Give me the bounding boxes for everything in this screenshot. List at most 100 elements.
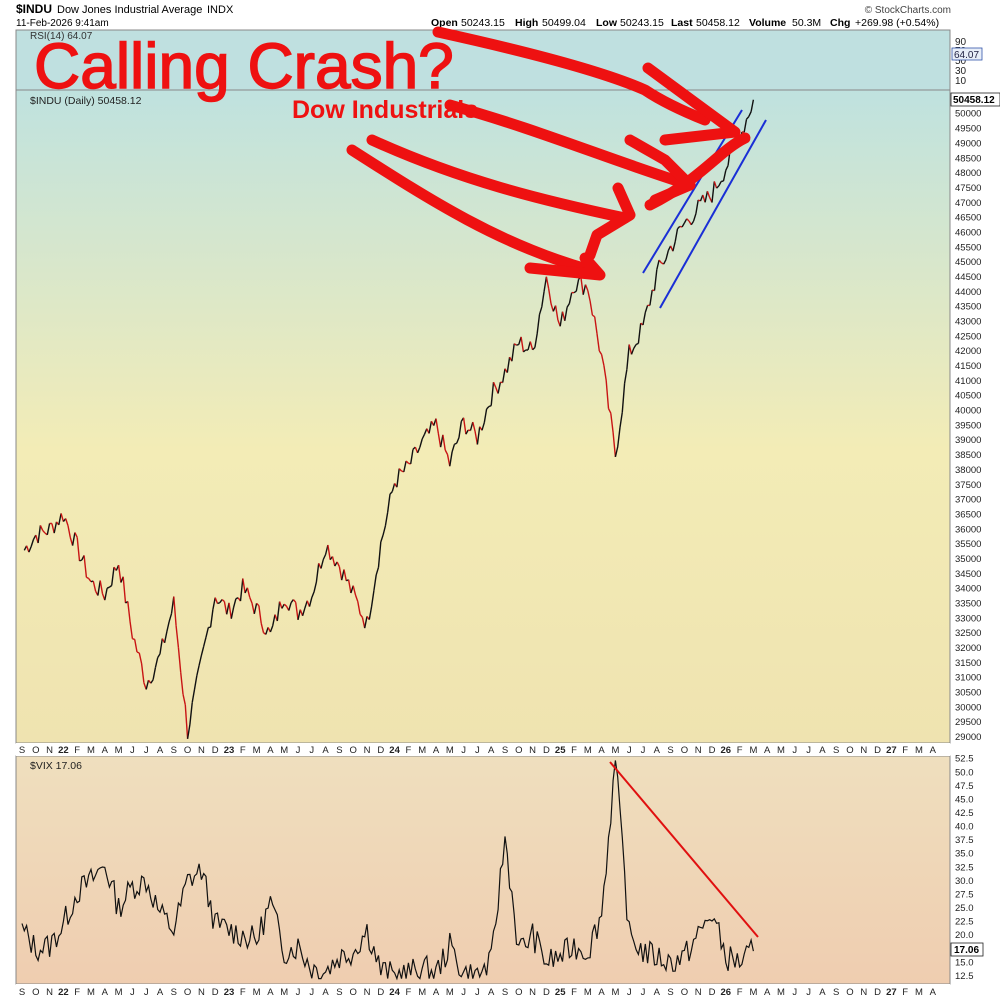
- price-segment: [354, 594, 359, 602]
- price-segment: [490, 382, 495, 406]
- x-tick: J: [641, 987, 646, 998]
- x-tick: M: [280, 745, 288, 756]
- x-tick: M: [749, 987, 757, 998]
- price-segment: [214, 597, 219, 604]
- x-tick: S: [336, 987, 342, 998]
- price-segment: [301, 607, 306, 617]
- x-tick: O: [184, 745, 191, 756]
- price-segment: [373, 574, 377, 591]
- vix-axis: 52.5 50.0 47.5 45.0 42.5 40.0 37.5 35.0 32.5 30.0…: [955, 754, 974, 982]
- rsi-axis: 90 70 50 30 10: [955, 37, 967, 87]
- price-segment: [58, 513, 62, 526]
- x-tick: 26: [721, 745, 732, 756]
- price-segment: [472, 421, 476, 432]
- price-segment: [189, 702, 193, 725]
- price-segment: [53, 521, 58, 534]
- price-tick: 37500: [955, 480, 981, 491]
- price-tick: 36000: [955, 524, 981, 535]
- price-segment: [232, 598, 237, 608]
- x-tick: N: [46, 745, 53, 756]
- price-segment: [398, 468, 403, 472]
- price-segment: [104, 588, 108, 601]
- x-tick: 25: [555, 987, 566, 998]
- price-segment: [209, 609, 214, 628]
- x-tick: A: [930, 987, 937, 998]
- price-tick: 46000: [955, 228, 981, 239]
- vix-tick: 15.0: [955, 957, 974, 968]
- price-segment: [327, 544, 331, 560]
- price-segment: [587, 290, 591, 302]
- price-segment: [598, 350, 603, 355]
- rsi-current-box: [951, 47, 983, 61]
- price-segment: [278, 601, 283, 609]
- x-tick: F: [74, 745, 80, 756]
- price-segment: [138, 652, 143, 664]
- price-segment: [653, 269, 658, 291]
- x-tick: S: [336, 745, 342, 756]
- x-tick: F: [902, 987, 908, 998]
- x-tick: M: [611, 987, 619, 998]
- price-segment: [338, 566, 343, 581]
- x-tick: O: [32, 987, 39, 998]
- vix-tick: 52.5: [955, 754, 974, 765]
- price-segment: [152, 667, 157, 680]
- price-tick: 33500: [955, 599, 981, 610]
- price-segment: [341, 569, 345, 581]
- price-segment: [37, 525, 42, 544]
- x-tick: O: [350, 745, 357, 756]
- price-segment: [410, 449, 414, 465]
- price-segment: [343, 569, 347, 581]
- price-tick: 30500: [955, 688, 981, 699]
- price-segment: [532, 347, 536, 351]
- x-tick: A: [654, 745, 661, 756]
- price-segment: [465, 429, 469, 435]
- price-tick: 44500: [955, 272, 981, 283]
- price-segment: [536, 314, 541, 334]
- price-tick: 35500: [955, 539, 981, 550]
- price-segment: [304, 600, 308, 609]
- price-segment: [442, 434, 446, 451]
- price-segment: [108, 584, 113, 588]
- price-segment: [725, 165, 729, 171]
- price-segment: [449, 451, 453, 467]
- x-tick: M: [253, 987, 261, 998]
- x-tick: S: [667, 745, 673, 756]
- price-segment: [520, 336, 525, 353]
- price-current-box: [950, 92, 1000, 107]
- price-segment: [506, 356, 511, 373]
- price-segment: [681, 222, 686, 228]
- vix-tick: 32.5: [955, 862, 974, 873]
- price-segment: [281, 603, 285, 609]
- price-segment: [706, 191, 711, 198]
- x-tick: S: [19, 987, 25, 998]
- x-tick: J: [144, 745, 149, 756]
- price-segment: [389, 491, 393, 495]
- price-tick: 48000: [955, 168, 981, 179]
- x-tick: F: [405, 745, 411, 756]
- x-tick: A: [930, 745, 937, 756]
- price-tick: 38000: [955, 465, 981, 476]
- price-segment: [60, 513, 65, 522]
- price-segment: [633, 344, 637, 349]
- price-segment: [658, 259, 662, 264]
- low-value: 50243.15: [620, 17, 664, 29]
- price-tick: 31500: [955, 658, 981, 669]
- price-segment: [722, 170, 727, 182]
- x-tick: D: [543, 745, 550, 756]
- price-segment: [359, 613, 363, 618]
- price-segment: [163, 631, 168, 643]
- price-segment: [554, 305, 559, 321]
- price-segment: [256, 602, 260, 607]
- price-segment: [617, 427, 621, 447]
- x-tick: 24: [389, 987, 400, 998]
- price-segment: [541, 291, 545, 308]
- x-tick: M: [418, 745, 426, 756]
- price-segment: [596, 333, 600, 351]
- price-tick: 39500: [955, 420, 981, 431]
- x-tick: S: [667, 987, 673, 998]
- price-segment: [454, 442, 458, 445]
- x-tick: 26: [721, 987, 732, 998]
- x-tick: M: [87, 987, 95, 998]
- price-segment: [145, 680, 150, 690]
